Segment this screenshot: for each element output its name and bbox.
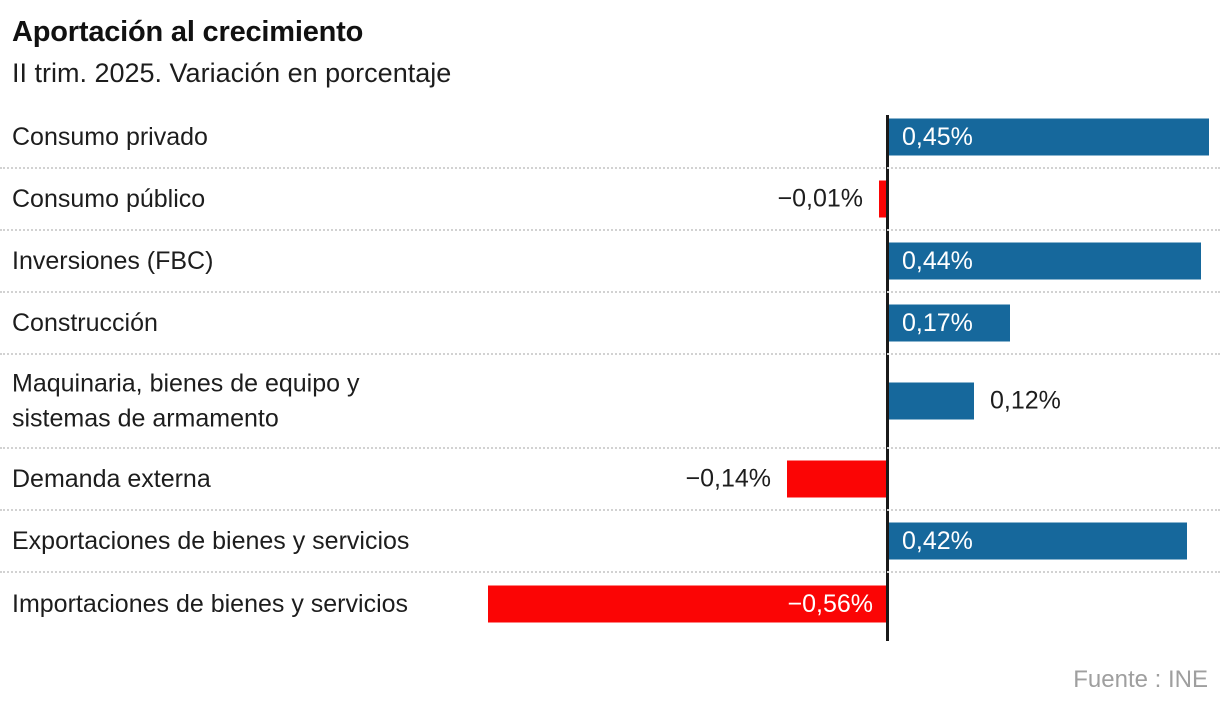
category-label: Maquinaria, bienes de equipo y sistemas …: [12, 369, 360, 433]
chart-row: Exportaciones de bienes y servicios 0,42%: [0, 511, 1220, 573]
bar-value-label: 0,42%: [902, 526, 973, 555]
bar-value-label: −0,01%: [777, 184, 864, 213]
negative-bar: [787, 460, 886, 498]
bar-value-label: 0,45%: [902, 122, 973, 151]
chart-row: Consumo público −0,01%: [0, 169, 1220, 231]
bar-value-label: 0,17%: [902, 308, 973, 337]
category-label: Construcción: [12, 308, 158, 337]
negative-bar: −0,56%: [488, 585, 886, 623]
positive-bar: 0,45%: [889, 118, 1209, 156]
category-label: Inversiones (FBC): [12, 246, 214, 275]
zero-axis-line: [886, 115, 889, 641]
chart-row: Inversiones (FBC) 0,44%: [0, 231, 1220, 293]
category-label: Exportaciones de bienes y servicios: [12, 526, 410, 555]
chart-subtitle: II trim. 2025. Variación en porcentaje: [12, 58, 452, 88]
chart-row: Consumo privado 0,45%: [0, 107, 1220, 169]
chart-row: Construcción 0,17%: [0, 293, 1220, 355]
category-label: Consumo público: [12, 184, 206, 213]
negative-bar: [879, 180, 886, 218]
category-label: Consumo privado: [12, 122, 208, 151]
positive-bar: 0,44%: [889, 242, 1201, 280]
bar-value-label: 0,12%: [990, 386, 1061, 415]
chart-row: Importaciones de bienes y servicios −0,56…: [0, 573, 1220, 635]
chart-rows: Consumo privado 0,45% Consumo público −0,01…: [0, 107, 1220, 635]
category-label: Importaciones de bienes y servicios: [12, 589, 409, 618]
chart-row: Maquinaria, bienes de equipo y sistemas …: [0, 355, 1220, 449]
bar-value-label: −0,14%: [685, 464, 772, 493]
source-credit: Fuente : INE: [1073, 666, 1208, 693]
chart-area: Consumo privado 0,45% Consumo público −0,01…: [0, 107, 1220, 641]
positive-bar: 0,42%: [889, 522, 1187, 560]
category-label: Demanda externa: [12, 464, 211, 493]
chart-title: Aportación al crecimiento: [12, 16, 364, 48]
positive-bar: 0,17%: [889, 304, 1010, 342]
positive-bar: [889, 382, 974, 420]
bar-value-label: 0,44%: [902, 246, 973, 275]
bar-value-label: −0,56%: [787, 589, 874, 618]
chart-row: Demanda externa −0,14%: [0, 449, 1220, 511]
